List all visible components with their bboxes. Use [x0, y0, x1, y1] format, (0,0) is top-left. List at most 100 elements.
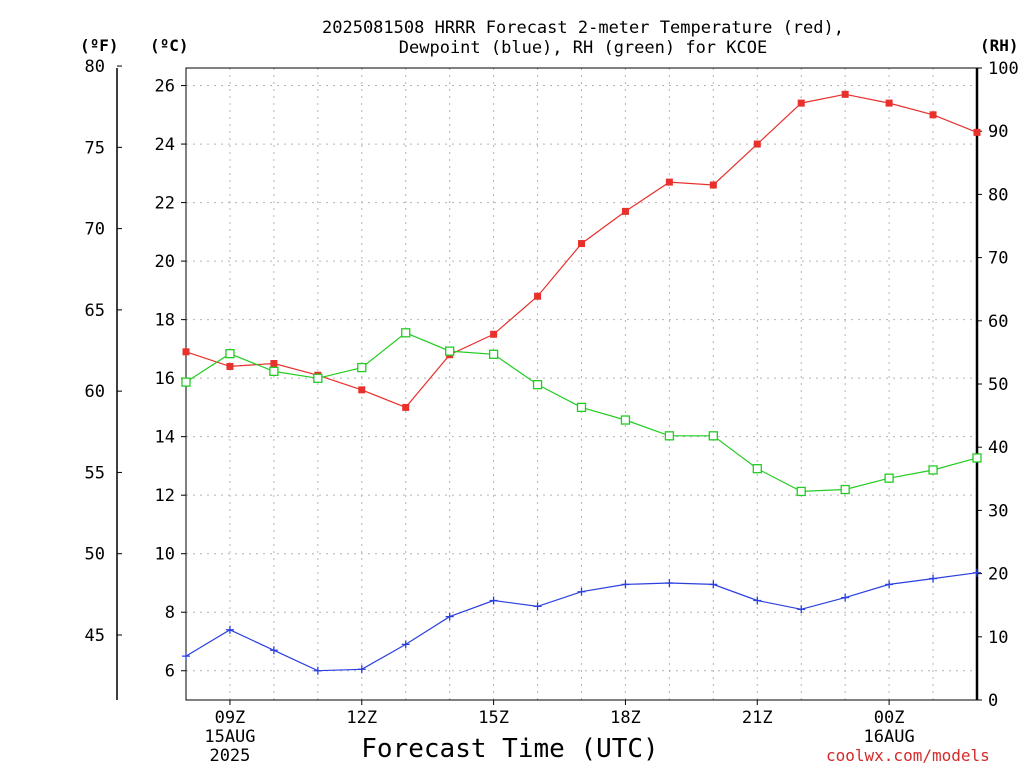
- celsius-tick-label: 26: [155, 77, 175, 97]
- celsius-tick-label: 6: [165, 662, 175, 682]
- celsius-tick-label: 10: [155, 545, 175, 565]
- temperature-point: [578, 240, 585, 248]
- celsius-tick-label: 12: [155, 486, 175, 506]
- dewpoint-point: [533, 602, 542, 611]
- chart-title-line-2: Dewpoint (blue), RH (green) for KCOE: [398, 38, 768, 58]
- rh-point: [313, 373, 323, 383]
- fahrenheit-axis-unit: (ºF): [80, 36, 119, 55]
- rh-point: [796, 486, 806, 497]
- chart-axes: 45 50 55 60 65 70 75 80 6 8 10 12 14 16 18 20 22 24 26 0 10 2…: [85, 57, 1019, 766]
- fahrenheit-tick-label: 70: [85, 220, 105, 240]
- fahrenheit-tick-label: 65: [85, 301, 105, 321]
- temperature-point: [226, 362, 234, 370]
- dewpoint-point: [577, 587, 586, 596]
- x-tick-label: 21Z: [742, 708, 773, 728]
- rh-point: [225, 349, 235, 359]
- rh-point: [928, 465, 938, 475]
- temperature-point: [797, 99, 805, 107]
- rh-point: [884, 473, 894, 483]
- temperature-point: [665, 178, 673, 186]
- fahrenheit-tick-label: 55: [85, 463, 105, 483]
- x-tick-label: 15Z: [478, 708, 509, 728]
- rh-tick-label: 80: [988, 185, 1008, 205]
- dewpoint-point: [885, 580, 894, 589]
- x-axis-title: Forecast Time (UTC): [361, 734, 659, 764]
- dewpoint-point: [973, 568, 981, 577]
- x-tick-label: 09Z: [215, 708, 246, 728]
- dewpoint-point: [621, 580, 630, 589]
- fahrenheit-tick-label: 45: [85, 626, 105, 646]
- rh-tick-label: 40: [988, 438, 1008, 458]
- dewpoint-point: [797, 605, 806, 614]
- dewpoint-point: [929, 574, 938, 583]
- x-tick-label: 18Z: [610, 708, 641, 728]
- temperature-point: [534, 292, 542, 300]
- rh-tick-label: 30: [988, 501, 1008, 521]
- rh-point: [357, 362, 367, 373]
- temperature-point: [490, 330, 498, 338]
- temperature-point: [358, 386, 366, 394]
- rh-point: [532, 379, 543, 390]
- temperature-point: [929, 111, 937, 119]
- dewpoint-point: [357, 665, 366, 674]
- temperature-point: [885, 99, 893, 107]
- temperature-point: [753, 140, 761, 148]
- rh-point: [708, 431, 718, 441]
- celsius-tick-label: 22: [155, 194, 175, 214]
- celsius-tick-label: 18: [155, 311, 175, 331]
- fahrenheit-tick-label: 60: [85, 382, 105, 402]
- rh-tick-label: 10: [988, 628, 1008, 648]
- rh-point: [840, 484, 850, 495]
- celsius-tick-label: 8: [165, 603, 175, 623]
- rh-point: [445, 346, 455, 356]
- x-tick-label: 00Z: [874, 708, 905, 728]
- rh-tick-label: 50: [988, 375, 1008, 395]
- rh-point: [576, 402, 587, 413]
- dewpoint-point: [269, 646, 278, 655]
- rh-point: [269, 366, 279, 377]
- rh-point: [620, 415, 631, 425]
- rh-tick-label: 60: [988, 312, 1008, 332]
- rh-axis-unit: (RH): [980, 36, 1019, 55]
- chart-title-line-1: 2025081508 HRRR Forecast 2-meter Tempera…: [322, 18, 844, 38]
- fahrenheit-tick-label: 80: [85, 57, 105, 77]
- rh-point: [752, 464, 762, 474]
- rh-point: [972, 453, 982, 463]
- rh-point: [664, 431, 675, 441]
- fahrenheit-tick-label: 50: [85, 545, 105, 565]
- fahrenheit-tick-label: 75: [85, 138, 105, 158]
- dewpoint-point: [313, 666, 322, 675]
- data-series: [181, 90, 982, 675]
- dewpoint-point: [225, 625, 234, 634]
- celsius-tick-label: 24: [155, 135, 175, 155]
- rh-point: [488, 349, 499, 359]
- rh-tick-label: 100: [988, 59, 1019, 79]
- celsius-tick-label: 20: [155, 252, 175, 272]
- celsius-tick-label: 16: [155, 369, 175, 389]
- temperature-point: [709, 181, 717, 189]
- rh-tick-label: 0: [988, 691, 998, 711]
- dewpoint-point: [753, 596, 762, 605]
- rh-point: [181, 377, 191, 387]
- temperature-point: [841, 90, 849, 98]
- temperature-point: [182, 348, 190, 356]
- dewpoint-point: [445, 612, 454, 621]
- temperature-point: [402, 403, 410, 411]
- x-tick-date-label: 2025: [209, 746, 250, 766]
- rh-point: [401, 328, 411, 338]
- credit-text: coolwx.com/models: [826, 746, 990, 765]
- x-tick-label: 12Z: [346, 708, 377, 728]
- temperature-point: [973, 128, 981, 136]
- rh-tick-label: 90: [988, 122, 1008, 142]
- dewpoint-point: [182, 652, 190, 661]
- grid-lines: [186, 68, 977, 700]
- dewpoint-point: [665, 578, 674, 587]
- dewpoint-point: [709, 580, 718, 589]
- dewpoint-point: [401, 640, 410, 649]
- temperature-point: [270, 360, 278, 368]
- celsius-axis-unit: (ºC): [150, 36, 189, 55]
- rh-tick-label: 20: [988, 565, 1008, 585]
- x-tick-date-label: 15AUG: [204, 727, 255, 747]
- temperature-point: [621, 207, 629, 215]
